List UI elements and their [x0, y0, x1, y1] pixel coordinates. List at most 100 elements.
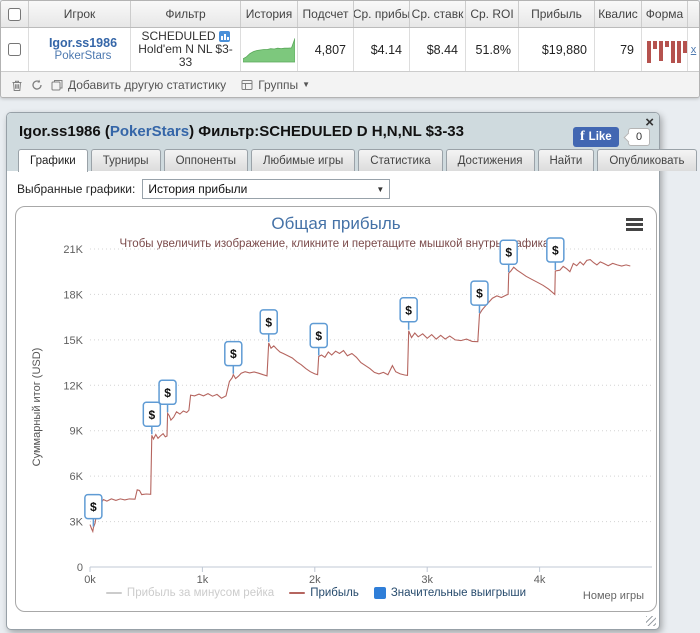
- chart-title: Общая прибыль: [271, 214, 401, 233]
- tab-statistics[interactable]: Статистика: [358, 149, 443, 171]
- history-sparkline[interactable]: [243, 37, 295, 63]
- xaxis-title: Номер игры: [582, 590, 644, 602]
- tab-achievements[interactable]: Достижения: [445, 149, 535, 171]
- svg-text:9K: 9K: [70, 426, 84, 438]
- avg-stake-cell: $8.44: [410, 28, 466, 71]
- facebook-icon: f: [580, 129, 585, 144]
- svg-text:$: $: [505, 246, 512, 260]
- count-cell: 4,807: [298, 28, 354, 71]
- stats-table-header: Игрок Фильтр История Подсчет Ср. прибы С…: [1, 1, 699, 28]
- svg-text:4k: 4k: [534, 574, 546, 586]
- chart-legend: Прибыль за минусом рейка Прибыль Значите…: [56, 587, 576, 599]
- legend-profit-minus-rake[interactable]: Прибыль за минусом рейка: [105, 587, 274, 599]
- col-avg-roi: Ср. ROI: [466, 1, 519, 27]
- svg-text:2k: 2k: [309, 574, 321, 586]
- svg-text:$: $: [90, 500, 97, 514]
- tab-find[interactable]: Найти: [537, 149, 595, 171]
- svg-text:0k: 0k: [84, 574, 96, 586]
- player-name-link[interactable]: Igor.ss1986: [48, 36, 118, 50]
- profit-cell: $19,880: [519, 28, 595, 71]
- avg-profit-cell: $4.14: [354, 28, 410, 71]
- blue-square-swatch-icon: [373, 587, 386, 599]
- col-player: Игрок: [29, 1, 131, 27]
- player-site-link[interactable]: PokerStars: [54, 50, 112, 62]
- filter-games: Hold'em N NL $3-33: [138, 42, 233, 69]
- legend-profit[interactable]: Прибыль: [289, 587, 359, 599]
- tab-opponents[interactable]: Оппоненты: [163, 149, 248, 171]
- col-avg-profit: Ср. прибы: [354, 1, 410, 27]
- svg-text:18K: 18K: [63, 289, 83, 301]
- qualifies-cell: 79: [595, 28, 642, 71]
- row-checkbox[interactable]: [8, 43, 21, 56]
- gray-line-swatch-icon: [105, 592, 122, 594]
- panel-title-site: PokerStars: [109, 123, 190, 140]
- col-filter: Фильтр: [131, 1, 241, 27]
- tab-graphs[interactable]: Графики: [18, 149, 88, 172]
- svg-text:0: 0: [77, 562, 83, 574]
- filter-type: SCHEDULED: [141, 29, 216, 43]
- refresh-icon[interactable]: [30, 78, 44, 92]
- row-select-cell: [1, 28, 29, 71]
- svg-text:$: $: [405, 303, 412, 317]
- tab-publish[interactable]: Опубликовать: [597, 149, 697, 171]
- tab-tournaments[interactable]: Турниры: [90, 149, 161, 171]
- tab-bar: Графики Турниры Оппоненты Любимые игры С…: [17, 149, 697, 172]
- col-count: Подсчет: [298, 1, 354, 27]
- chevron-down-icon: ▼: [376, 184, 385, 194]
- svg-text:21K: 21K: [63, 244, 83, 256]
- form-cell: [642, 28, 688, 71]
- groups-caret-icon: ▼: [302, 80, 311, 89]
- svg-text:12K: 12K: [63, 380, 83, 392]
- resize-handle[interactable]: [646, 616, 656, 626]
- remove-row-link[interactable]: x: [690, 43, 697, 56]
- panel-title: Igor.ss1986 (PokerStars) Фильтр:SCHEDULE…: [19, 123, 464, 140]
- close-icon[interactable]: ×: [645, 114, 654, 131]
- stats-table: Игрок Фильтр История Подсчет Ср. прибы С…: [0, 0, 700, 98]
- avg-roi-cell: 51.8%: [466, 28, 519, 71]
- chart-menu-icon[interactable]: [626, 218, 643, 233]
- stats-icon: [218, 31, 230, 42]
- svg-text:$: $: [315, 329, 322, 343]
- facebook-like-button[interactable]: f Like: [573, 127, 619, 147]
- select-all-cell: [1, 1, 29, 27]
- history-cell: [241, 28, 298, 71]
- col-form: Форма: [642, 1, 688, 27]
- graph-type-select[interactable]: История прибыли ▼: [142, 179, 391, 199]
- svg-text:Суммарный итог (USD): Суммарный итог (USD): [31, 348, 43, 467]
- col-avg-stake: Ср. ставк: [410, 1, 466, 27]
- panel-header: Igor.ss1986 (PokerStars) Фильтр:SCHEDULE…: [7, 113, 697, 172]
- chart-subtitle: Чтобы увеличить изображение, кликните и …: [119, 238, 553, 250]
- svg-text:1k: 1k: [197, 574, 209, 586]
- svg-text:$: $: [552, 243, 559, 257]
- tab-favorite-games[interactable]: Любимые игры: [251, 149, 356, 171]
- groups-button[interactable]: Группы ▼: [240, 78, 310, 92]
- panel-content: Выбранные графики: История прибыли ▼ Общ…: [7, 171, 659, 612]
- select-all-checkbox[interactable]: [8, 7, 21, 21]
- groups-icon: [241, 79, 253, 90]
- add-statistic-icon: [51, 79, 63, 90]
- like-count-badge: 0: [628, 128, 651, 146]
- player-cell: Igor.ss1986 PokerStars: [29, 28, 131, 71]
- add-statistic-button[interactable]: Добавить другую статистику: [50, 78, 226, 92]
- form-bars-chart: [647, 41, 687, 63]
- svg-text:3K: 3K: [70, 517, 84, 529]
- svg-text:$: $: [265, 315, 272, 329]
- svg-text:$: $: [230, 347, 237, 361]
- table-row: Igor.ss1986 PokerStars SCHEDULED Hold'em…: [1, 28, 699, 72]
- svg-text:6K: 6K: [70, 471, 84, 483]
- col-history: История: [241, 1, 298, 27]
- player-detail-panel: Igor.ss1986 (PokerStars) Фильтр:SCHEDULE…: [6, 112, 697, 630]
- chart-plot-area[interactable]: 0 3K 6K 9K 12K 15K 18K 21K 0k 1k 2k 3k 4k Суммарный и…: [16, 207, 656, 611]
- col-qualifies: Квалис: [595, 1, 642, 27]
- selected-graphs-label: Выбранные графики:: [17, 182, 136, 196]
- svg-text:3k: 3k: [421, 574, 433, 586]
- trash-icon[interactable]: [10, 78, 24, 92]
- table-toolbar: Добавить другую статистику Группы ▼: [1, 72, 699, 97]
- svg-text:$: $: [164, 386, 171, 400]
- legend-significant-wins[interactable]: Значительные выигрыши: [373, 587, 526, 599]
- col-actions: [688, 1, 699, 27]
- svg-text:15K: 15K: [63, 335, 83, 347]
- profit-chart: Общая прибыль Чтобы увеличить изображени…: [15, 206, 657, 612]
- col-profit: Прибыль: [519, 1, 595, 27]
